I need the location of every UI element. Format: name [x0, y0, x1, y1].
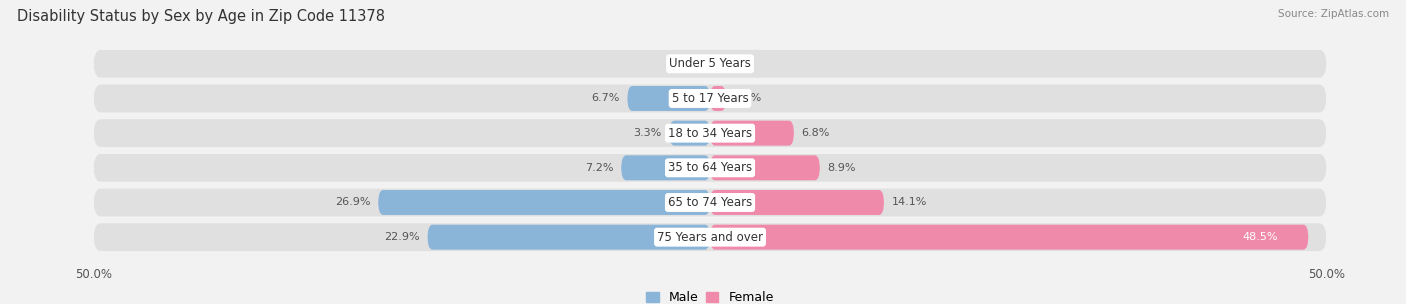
- Text: 26.9%: 26.9%: [335, 198, 371, 208]
- Text: 75 Years and over: 75 Years and over: [657, 231, 763, 244]
- FancyBboxPatch shape: [710, 155, 820, 180]
- Text: 22.9%: 22.9%: [384, 232, 420, 242]
- FancyBboxPatch shape: [710, 121, 794, 146]
- FancyBboxPatch shape: [627, 86, 710, 111]
- FancyBboxPatch shape: [621, 155, 710, 180]
- Text: Disability Status by Sex by Age in Zip Code 11378: Disability Status by Sex by Age in Zip C…: [17, 9, 385, 24]
- FancyBboxPatch shape: [710, 86, 725, 111]
- Text: Under 5 Years: Under 5 Years: [669, 57, 751, 70]
- Text: 8.9%: 8.9%: [827, 163, 856, 173]
- FancyBboxPatch shape: [93, 85, 1327, 112]
- Text: 18 to 34 Years: 18 to 34 Years: [668, 127, 752, 140]
- Text: 1.3%: 1.3%: [734, 93, 762, 103]
- FancyBboxPatch shape: [93, 50, 1327, 78]
- FancyBboxPatch shape: [427, 225, 710, 250]
- FancyBboxPatch shape: [93, 223, 1327, 251]
- Text: 48.5%: 48.5%: [1241, 232, 1278, 242]
- FancyBboxPatch shape: [93, 154, 1327, 182]
- Text: 65 to 74 Years: 65 to 74 Years: [668, 196, 752, 209]
- FancyBboxPatch shape: [669, 121, 710, 146]
- Text: 3.3%: 3.3%: [634, 128, 662, 138]
- FancyBboxPatch shape: [710, 225, 1309, 250]
- FancyBboxPatch shape: [710, 190, 884, 215]
- FancyBboxPatch shape: [93, 188, 1327, 216]
- Text: 7.2%: 7.2%: [585, 163, 614, 173]
- Text: Source: ZipAtlas.com: Source: ZipAtlas.com: [1278, 9, 1389, 19]
- Text: 0.0%: 0.0%: [717, 59, 745, 69]
- FancyBboxPatch shape: [93, 119, 1327, 147]
- Text: 35 to 64 Years: 35 to 64 Years: [668, 161, 752, 174]
- Text: 0.0%: 0.0%: [675, 59, 703, 69]
- Text: 6.8%: 6.8%: [801, 128, 830, 138]
- Text: 14.1%: 14.1%: [891, 198, 927, 208]
- Text: 5 to 17 Years: 5 to 17 Years: [672, 92, 748, 105]
- Text: 6.7%: 6.7%: [592, 93, 620, 103]
- FancyBboxPatch shape: [378, 190, 710, 215]
- Legend: Male, Female: Male, Female: [647, 291, 773, 304]
